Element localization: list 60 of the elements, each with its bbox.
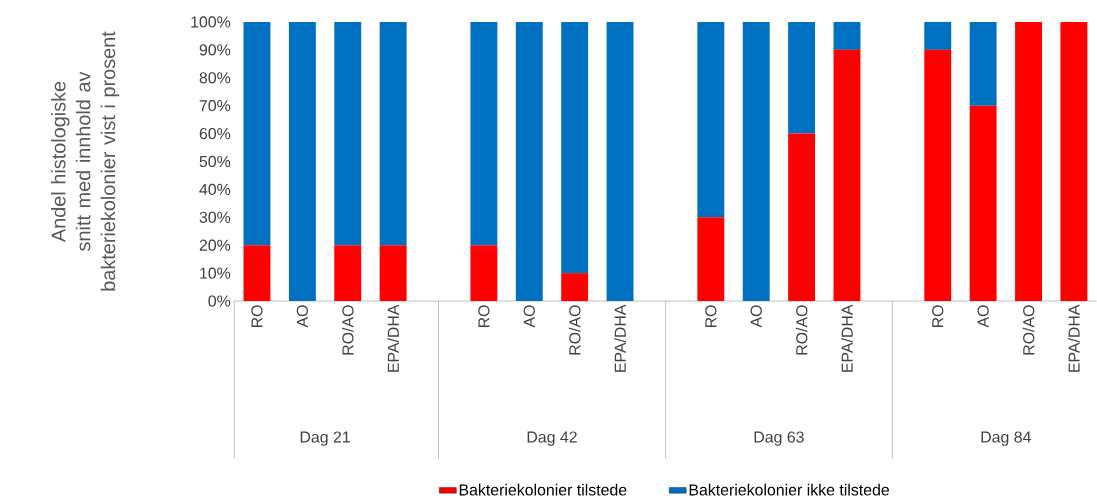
bar (742, 22, 770, 302)
bar (470, 245, 498, 302)
text: Dag 63 (754, 431, 804, 446)
bar (924, 22, 952, 50)
bar (561, 273, 589, 302)
bar (561, 22, 589, 274)
bar (969, 105, 997, 302)
x-tick-label: RO (705, 305, 717, 328)
x-tick-label: AO (296, 305, 308, 328)
bar (606, 22, 634, 302)
bar (697, 217, 725, 302)
bar (515, 22, 543, 302)
y-tick-label: 80% (199, 72, 231, 84)
x-tick-label: AO (977, 305, 989, 328)
bar (379, 245, 407, 302)
bar (379, 22, 407, 246)
bar (334, 245, 362, 302)
bar (788, 22, 816, 134)
bar (243, 245, 271, 302)
legend-label: Bakteriekolonier ikke tilstede (689, 483, 890, 496)
x-tick-label: RO/AO (568, 305, 581, 355)
x-tick-label: RO/AO (341, 305, 354, 355)
x-tick-label: EPA/DHA (387, 304, 399, 372)
bar (697, 22, 725, 218)
x-tick-label: EPA/DHA (841, 304, 853, 372)
bar (1015, 22, 1042, 302)
x-tick-label: RO (932, 305, 944, 328)
y-tick-label: 0% (208, 295, 231, 307)
x-tick-label: RO/AO (1022, 305, 1035, 355)
legend-label: Bakteriekolonier tilstede (459, 483, 627, 496)
bar (334, 22, 362, 246)
text: Dag 84 (981, 431, 1031, 446)
y-tick-label: 70% (199, 100, 231, 112)
bar (969, 22, 997, 106)
x-tick-label: RO/AO (795, 305, 808, 355)
bar (833, 49, 861, 302)
y-tick-label: 30% (199, 211, 231, 224)
bar (924, 49, 952, 302)
text: Dag 42 (527, 431, 577, 446)
bar (833, 22, 861, 50)
bar (1060, 22, 1088, 302)
y-tick-label: 100% (191, 16, 231, 28)
x-tick-label: RO (478, 305, 490, 328)
y-tick-label: 20% (199, 239, 231, 251)
y-tick-label: 50% (199, 155, 231, 168)
bar (470, 22, 498, 246)
x-tick-label: EPA/DHA (614, 304, 626, 372)
bar (243, 22, 271, 246)
y-tick-label: 10% (200, 267, 231, 279)
x-tick-label: RO (251, 305, 263, 328)
y-tick-label: 60% (199, 128, 231, 140)
y-tick-label: 40% (199, 183, 231, 196)
bar (788, 133, 816, 302)
y-tick-label: 90% (199, 44, 231, 56)
text: Dag 21 (300, 431, 350, 446)
x-tick-label: AO (523, 305, 535, 328)
x-tick-label: AO (750, 305, 762, 328)
bar (288, 22, 316, 302)
x-tick-label: EPA/DHA (1068, 304, 1080, 372)
y-axis-title: Andel histologiske snitt med innhold av bakteriekolonier vist i prosent (51, 31, 120, 291)
